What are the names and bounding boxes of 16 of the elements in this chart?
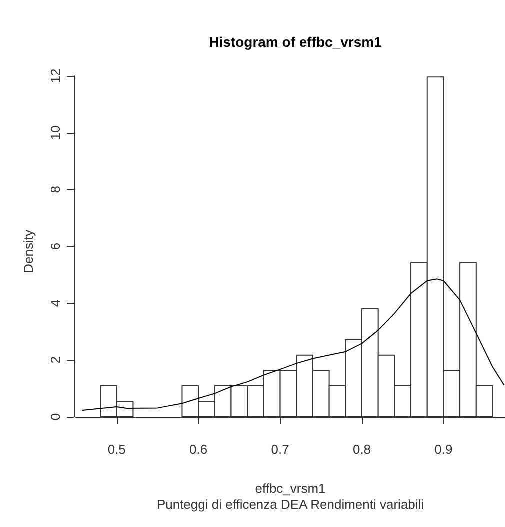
y-tick-label: 12 xyxy=(48,68,63,84)
y-tick-label: 4 xyxy=(48,300,63,307)
x-tick-label: 0.6 xyxy=(190,442,208,457)
text: Punteggi di efficenza DEA Rendimenti variabili xyxy=(156,497,424,512)
x-tick-label: 0.8 xyxy=(352,442,372,457)
y-tick-label: 10 xyxy=(48,126,63,140)
x-tick-label: 0.7 xyxy=(271,442,290,457)
x-tick-label: 0.5 xyxy=(108,442,126,457)
y-tick-label: 6 xyxy=(48,242,63,250)
y-tick-label: 2 xyxy=(48,356,63,364)
x-axis-title: effbc_vrsm1 xyxy=(255,481,326,496)
x-tick-label: 0.9 xyxy=(434,442,453,457)
chart-title: Histogram of effbc_vrsm1 xyxy=(209,34,382,50)
y-tick-label: 8 xyxy=(48,186,63,194)
y-tick-label: 0 xyxy=(48,413,63,421)
y-axis-title: Density xyxy=(21,230,36,274)
